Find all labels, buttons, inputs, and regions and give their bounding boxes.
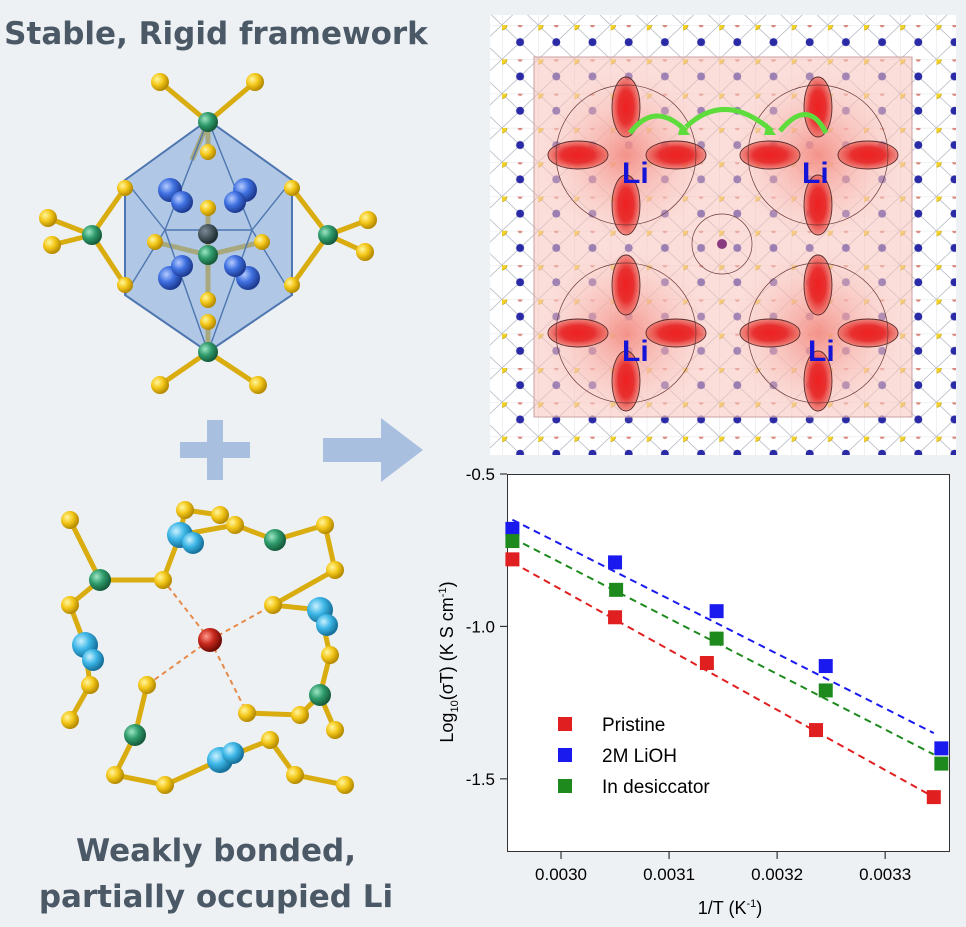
x-tick-label: 0.0031: [643, 865, 695, 884]
li-cage-image: [61, 501, 354, 794]
legend-swatch: [558, 717, 572, 731]
data-point: [926, 790, 941, 805]
li-label-4: Li: [808, 335, 835, 368]
data-point: [505, 534, 520, 549]
data-point: [505, 552, 520, 567]
x-tick-label: 0.0030: [535, 865, 587, 884]
y-axis-label: Log10(σT) (K S cm-1): [437, 581, 461, 742]
legend-label: Pristine: [602, 715, 665, 736]
data-point: [608, 610, 623, 625]
data-point: [809, 723, 824, 738]
top-title: Stable, Rigid framework: [4, 16, 428, 52]
data-point: [505, 521, 520, 536]
data-point: [934, 741, 949, 756]
data-point: [709, 631, 724, 646]
x-tick-label: 0.0033: [859, 865, 911, 884]
data-point: [609, 582, 624, 597]
legend-label: In desiccator: [602, 777, 710, 798]
x-axis-label: 1/T (K-1): [698, 898, 762, 918]
icosahedral-cluster-image: [39, 73, 377, 394]
li-label-3: Li: [622, 335, 649, 368]
y-tick-label: -1.0: [466, 617, 495, 636]
bottom-title-line2: partially occupied Li: [38, 879, 394, 915]
data-point: [709, 604, 724, 619]
data-point: [818, 683, 833, 698]
li-label-2: Li: [802, 157, 829, 190]
li-ion-sphere: [198, 628, 222, 652]
bottom-title: Weakly bonded, partially occupied Li: [0, 828, 432, 920]
y-tick-label: -1.5: [466, 770, 495, 789]
plus-icon: [180, 420, 250, 480]
legend-label: 2M LiOH: [602, 746, 677, 767]
y-tick-label: -0.5: [466, 465, 495, 484]
x-tick-label: 0.0032: [751, 865, 803, 884]
arrhenius-plot-frame: [507, 474, 950, 852]
legend-swatch: [558, 748, 572, 762]
fit-line-1: [511, 518, 935, 735]
data-point: [699, 656, 714, 670]
data-point: [934, 756, 949, 771]
right-arrow-icon: [323, 418, 423, 482]
li-label-1: Li: [622, 157, 649, 190]
li-density-map: Li Li Li Li: [490, 15, 956, 455]
arrhenius-chart: 0.0030 0.0031 0.0032 0.0033 -0.5 -1.0 -1.5 Pri…: [437, 465, 949, 918]
data-point: [608, 555, 623, 570]
fit-line-0: [511, 561, 935, 799]
data-point: [818, 659, 833, 674]
legend-swatch: [558, 779, 572, 793]
bottom-title-line1: Weakly bonded,: [75, 833, 356, 869]
fit-line-2: [511, 537, 935, 756]
